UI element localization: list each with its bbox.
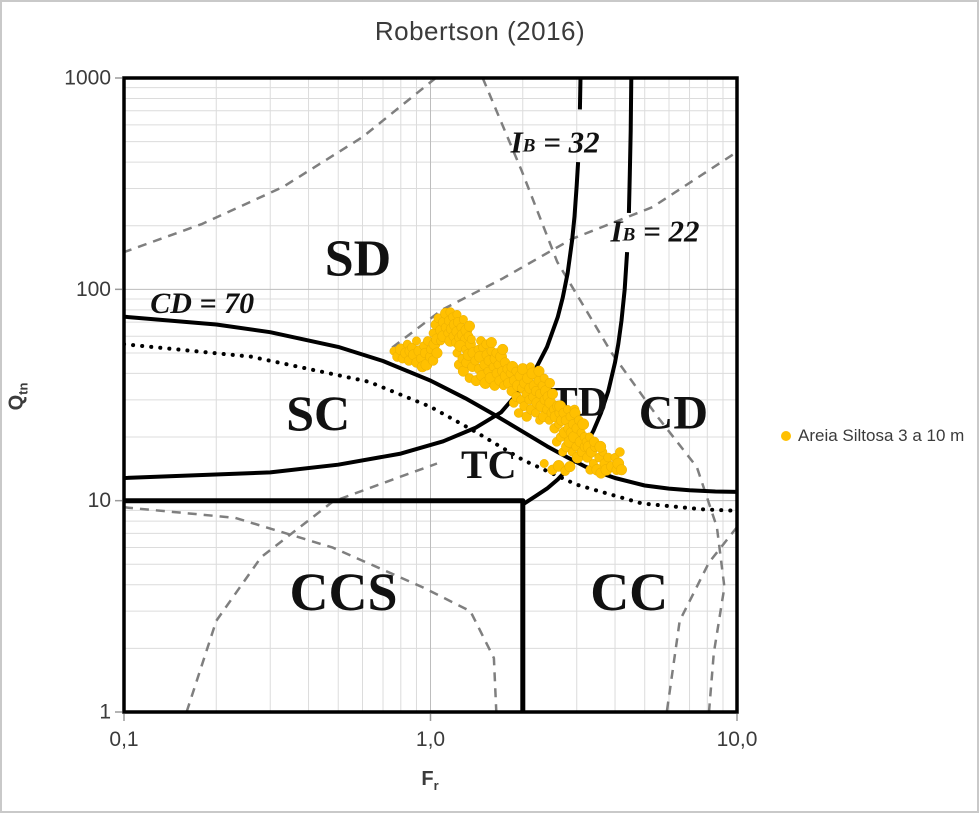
y-tick-label: 100 [76,278,111,301]
scatter-point [615,447,625,457]
legend-label: Areia Siltosa 3 a 10 m [798,426,965,445]
boundary-curve-background-zones [185,462,438,712]
boundary-curve-CCS-box [124,498,526,712]
x-axis-title: Fr [421,768,439,793]
scatter-point [594,440,607,453]
y-tick-label: 10 [88,489,111,512]
plot-border [122,76,739,714]
scatter-point [431,347,443,359]
scatter-point [533,365,545,377]
boundary-curve-background-zones [481,78,726,712]
boundary-curve-background-zones [665,526,737,712]
boundary-curve-background-zones [124,78,437,254]
scatter-point [466,334,476,344]
scatter-point [412,336,421,346]
scatter-point [616,464,627,476]
region-label-CD: CD [639,387,708,440]
boundary-curve-dotted-boundary [124,342,737,513]
axis-ticks: 0,1 1,0 10,0 1000 100 10 1 [64,67,757,752]
boundary-curve-CD70 [124,314,737,494]
scatter-point [577,418,590,431]
x-tick-label: 1,0 [416,728,445,751]
curve-label: IB = 32 [510,124,600,159]
curve-labels: CD = 70 IB = 32 IB = 22 [150,124,699,320]
region-label-SC: SC [286,385,350,441]
legend-marker-icon [781,431,791,441]
boundary-curve-IB22 [521,251,630,507]
scatter-point [458,315,468,324]
scatter-point [485,337,497,348]
scatter-point [544,377,555,389]
scatter-point [464,320,475,332]
region-label-TC: TC [461,442,517,487]
boundary-curve-background-zones [391,150,737,349]
x-tick-label: 0,1 [109,728,138,751]
scatter-point [539,459,549,468]
region-label-CC: CC [590,562,668,622]
boundary-curve-background-zones [124,506,498,712]
scatter-point [497,343,509,355]
boundary-curve-IB32 [577,78,583,110]
y-axis-title: Qtn [5,382,31,411]
region-label-SD: SD [325,231,391,288]
y-tick-label: 1 [99,701,111,724]
scatter-series [389,307,627,479]
curve-label: IB = 22 [609,213,699,248]
scatter-point [547,388,558,400]
scatter-point [564,461,576,473]
boundary-curve-IB22 [626,78,634,213]
chart-title: Robertson (2016) [374,16,586,46]
x-tick-label: 10,0 [717,728,758,751]
curve-label: CD = 70 [150,287,254,320]
y-tick-label: 1000 [64,67,111,90]
legend: Areia Siltosa 3 a 10 m [781,426,964,446]
region-label-CCS: CCS [289,562,397,622]
